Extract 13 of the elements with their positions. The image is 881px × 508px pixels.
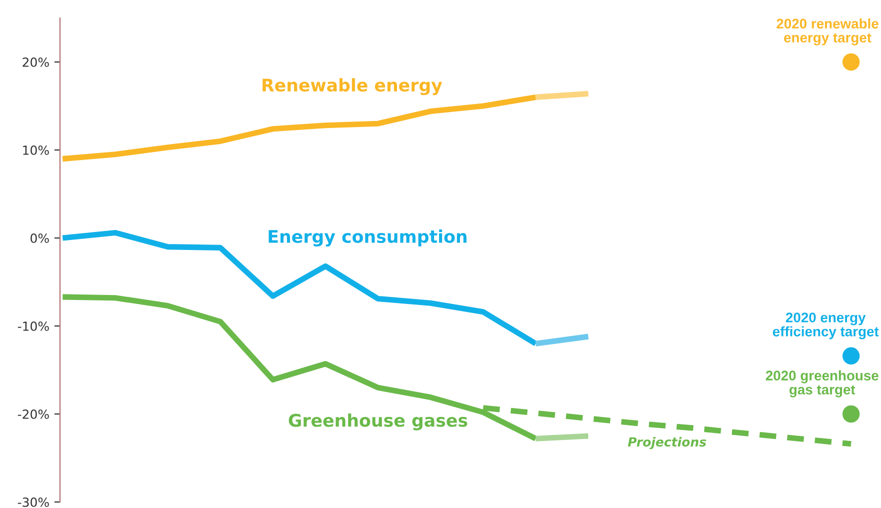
y-tick-label: -30%: [18, 497, 49, 507]
series-label: Energy consumption: [268, 230, 466, 246]
y-tick-label: -10%: [18, 321, 49, 331]
annotation: 2020 greenhouse gas target: [766, 370, 878, 398]
annotation: 2020 renewable energy target: [776, 18, 878, 46]
series-label: Projections: [628, 436, 706, 450]
annotation: 2020 energy efficiency target: [772, 312, 879, 340]
y-tick-label: 20%: [22, 57, 49, 67]
y-tick-label: 0%: [30, 233, 49, 243]
y-tick-label: -20%: [18, 409, 49, 419]
y-tick-label: 10%: [23, 145, 49, 155]
series-label: Greenhouse gases: [288, 413, 468, 430]
series-label: Renewable energy: [262, 78, 442, 96]
